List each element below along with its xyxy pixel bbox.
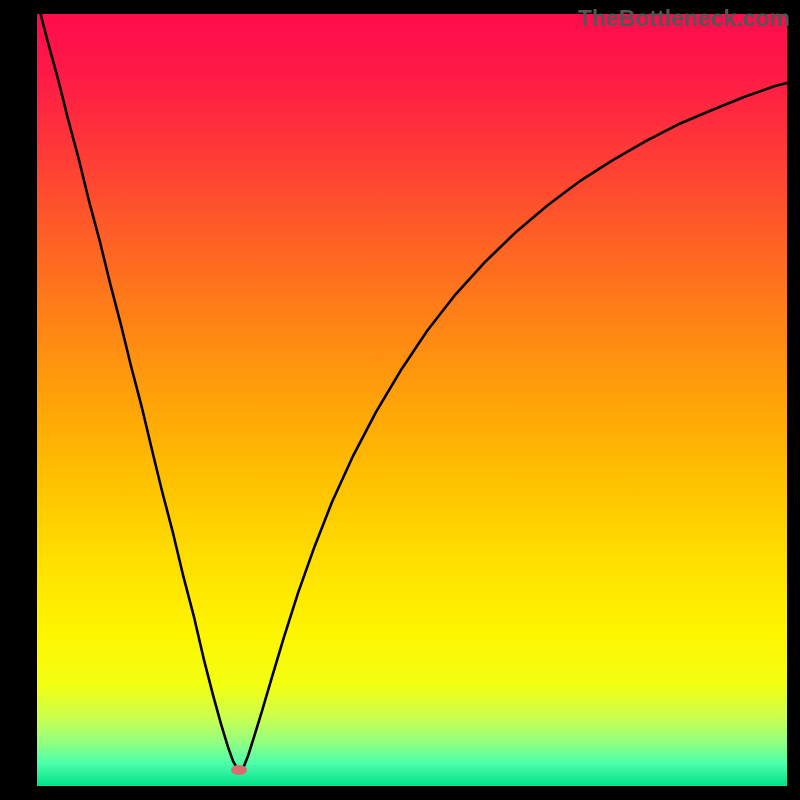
curve-layer bbox=[37, 14, 787, 786]
plot-area bbox=[37, 14, 787, 786]
minimum-marker bbox=[231, 765, 247, 775]
bottleneck-curve bbox=[37, 14, 787, 770]
watermark-text: TheBottleneck.com bbox=[578, 5, 790, 32]
chart-container: TheBottleneck.com bbox=[0, 0, 800, 800]
